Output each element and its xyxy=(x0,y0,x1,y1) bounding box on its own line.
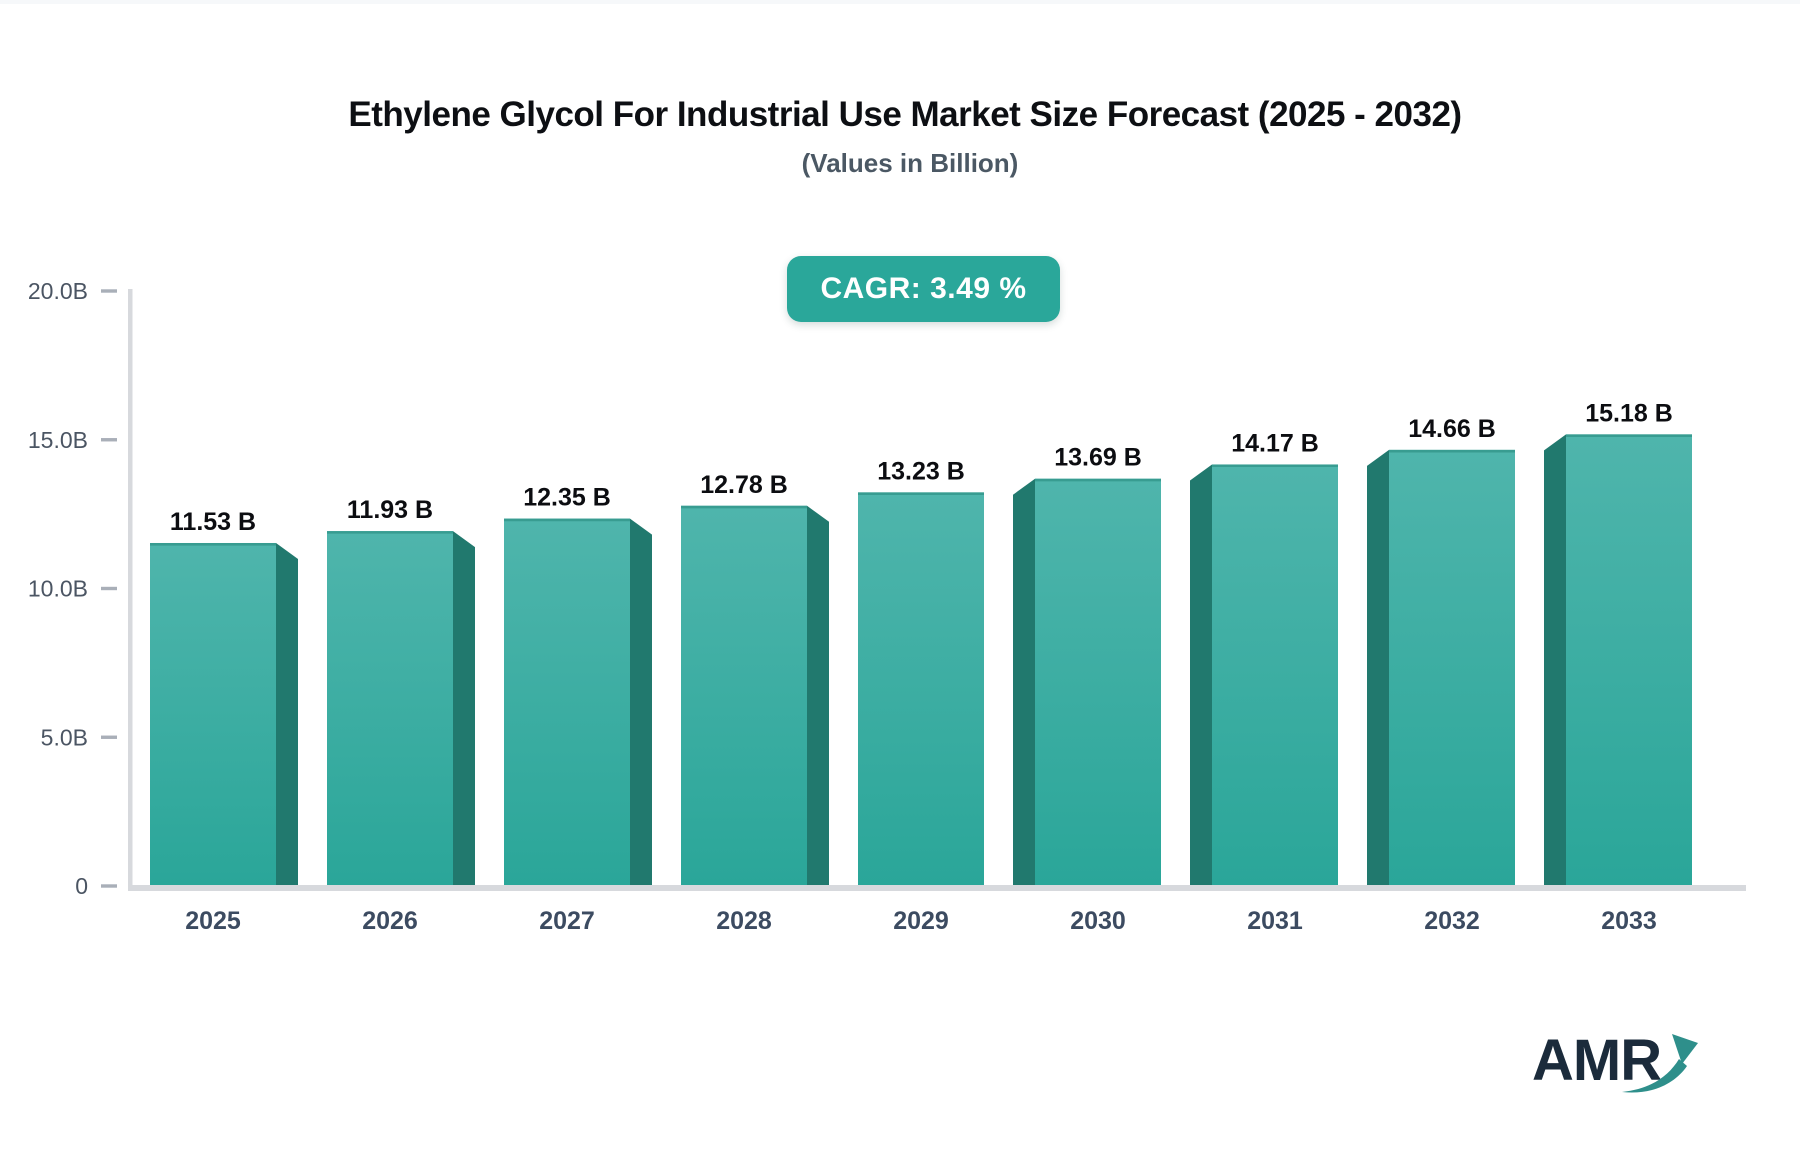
bar-2025 xyxy=(150,542,276,886)
x-tick-label: 2032 xyxy=(1424,907,1480,935)
cagr-badge-label: CAGR: 3.49 % xyxy=(820,272,1027,305)
bar-value-label: 13.69 B xyxy=(1054,444,1142,472)
y-tick-dash xyxy=(101,884,117,888)
bar-side-panel xyxy=(1544,434,1566,886)
x-tick-label: 2031 xyxy=(1247,907,1303,935)
bar-2027 xyxy=(504,518,630,886)
y-tick-dash xyxy=(101,289,117,293)
bar-value-label: 12.78 B xyxy=(700,471,788,499)
bar-value-label: 12.35 B xyxy=(523,484,611,512)
x-tick-label: 2029 xyxy=(893,907,949,935)
arrow-head xyxy=(1672,1034,1698,1064)
x-axis-line xyxy=(128,885,1746,891)
bar-2031 xyxy=(1212,464,1338,886)
bar-side-panel xyxy=(807,505,829,886)
bar-side-panel xyxy=(453,531,475,886)
amr-logo-text: AMR xyxy=(1532,1028,1662,1093)
bar-value-label: 15.18 B xyxy=(1585,399,1673,427)
x-tick-label: 2033 xyxy=(1601,907,1657,935)
bar-2026 xyxy=(327,531,453,886)
trend-up-arrow-icon xyxy=(1622,1034,1698,1093)
amr-logo: AMR xyxy=(1532,1030,1712,1110)
bar-side-panel xyxy=(276,542,298,886)
bar-value-label: 11.53 B xyxy=(170,508,256,536)
x-tick-label: 2025 xyxy=(185,907,241,935)
bar-value-label: 11.93 B xyxy=(347,496,433,524)
x-tick-label: 2026 xyxy=(362,907,418,935)
bar-value-label: 13.23 B xyxy=(877,457,965,485)
bar-side-panel xyxy=(1013,478,1035,886)
y-tick-label: 0 xyxy=(75,873,88,899)
y-tick-dash xyxy=(101,438,117,442)
y-tick-label: 5.0B xyxy=(41,724,88,750)
bar-2029 xyxy=(858,492,984,886)
y-tick-label: 10.0B xyxy=(28,576,88,602)
y-tick-dash xyxy=(101,735,117,739)
bar-side-panel xyxy=(630,518,652,886)
y-tick-label: 20.0B xyxy=(28,278,88,304)
top-border xyxy=(0,0,1800,4)
x-tick-label: 2028 xyxy=(716,907,772,935)
y-tick-label: 15.0B xyxy=(28,427,88,453)
chart-title: Ethylene Glycol For Industrial Use Marke… xyxy=(348,95,1462,134)
chart-subtitle: (Values in Billion) xyxy=(801,148,1019,178)
cagr-badge: CAGR: 3.49 % xyxy=(787,256,1060,322)
arrow-swoosh xyxy=(1622,1059,1687,1093)
bar-side-panel xyxy=(1367,449,1389,886)
bar-2030 xyxy=(1035,478,1161,886)
bar-2032 xyxy=(1389,449,1515,886)
x-tick-label: 2030 xyxy=(1070,907,1126,935)
bar-2028 xyxy=(681,505,807,886)
y-tick-dash xyxy=(101,586,117,591)
bar-2033 xyxy=(1566,434,1692,886)
x-tick-label: 2027 xyxy=(539,907,595,935)
bar-value-label: 14.17 B xyxy=(1231,429,1319,457)
y-axis-line xyxy=(128,289,133,888)
bar-side-panel xyxy=(1190,464,1212,886)
bar-value-label: 14.66 B xyxy=(1408,415,1496,443)
